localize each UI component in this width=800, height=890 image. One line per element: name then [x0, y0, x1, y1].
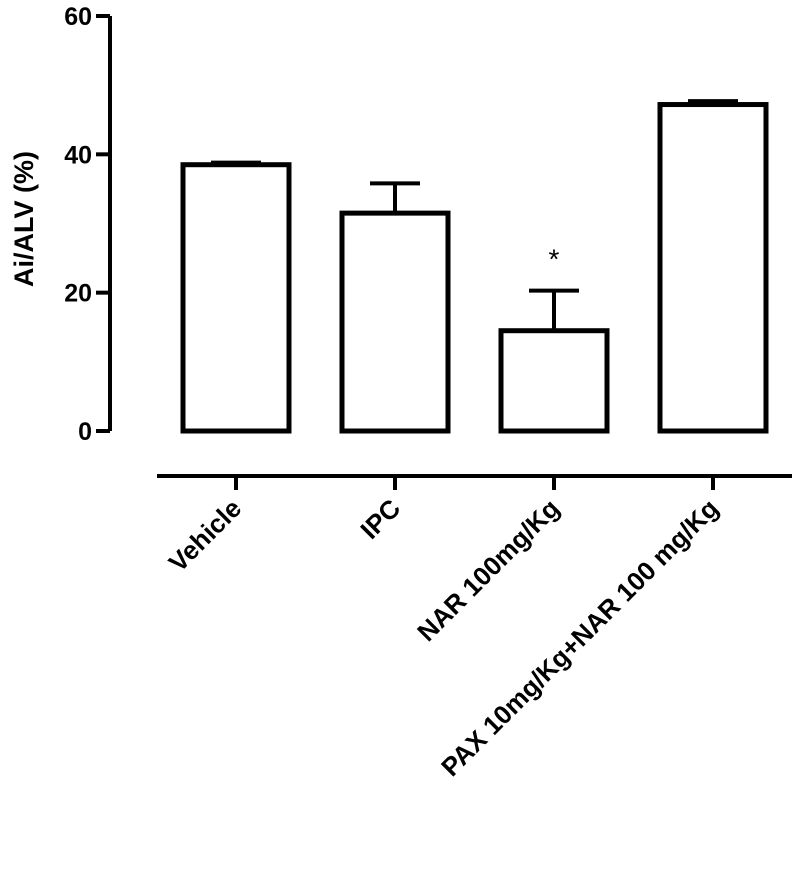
significance-annotation: *: [549, 244, 560, 275]
bar: [657, 102, 769, 434]
bar: [339, 210, 451, 434]
bar: [180, 162, 292, 434]
bar: [498, 328, 610, 434]
x-tick-label: NAR 100mg/Kg: [411, 493, 565, 647]
x-tick-label: Vehicle: [163, 493, 248, 578]
y-tick-label: 0: [78, 418, 92, 446]
x-tick-label: IPC: [354, 493, 406, 545]
x-tick-label: PAX 10mg/Kg+NAR 100 mg/Kg: [435, 493, 724, 782]
y-tick-label: 60: [64, 3, 92, 31]
y-tick-label: 20: [64, 280, 92, 308]
bars: *: [180, 99, 769, 434]
y-axis: 0 20 40 60: [64, 3, 112, 446]
y-tick-label: 40: [64, 141, 92, 169]
y-axis-label: Ai/ALV (%): [9, 151, 39, 287]
